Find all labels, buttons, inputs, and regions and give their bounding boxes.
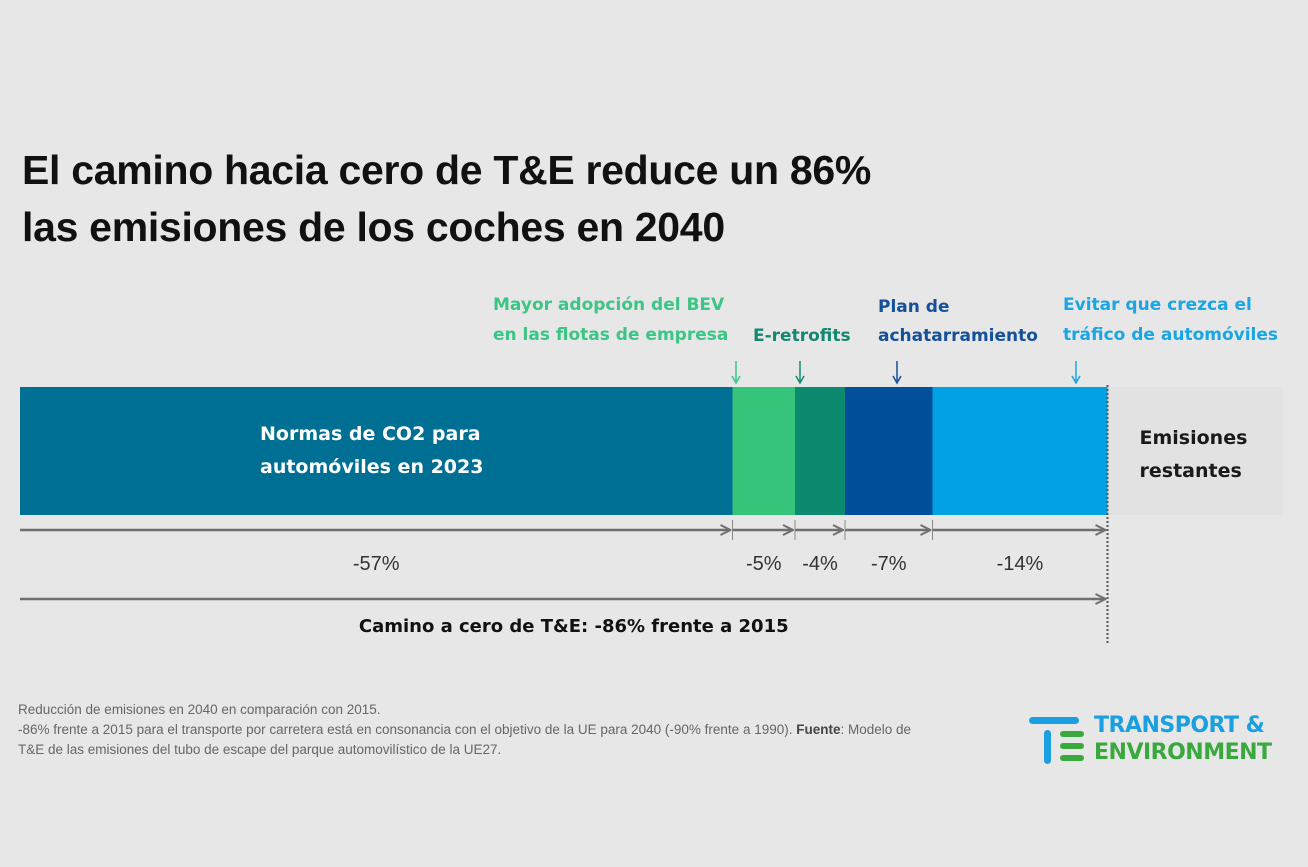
segment-label-line: Evitar que crezca el bbox=[1063, 295, 1252, 315]
percent-label-co2: -57% bbox=[353, 553, 400, 575]
segment-label-line: tráfico de automóviles bbox=[1063, 325, 1278, 345]
footnote-source-label: Fuente bbox=[796, 722, 841, 737]
te-logo-icon bbox=[1029, 717, 1084, 764]
remaining-emissions-bar bbox=[1107, 387, 1283, 515]
pointer-arrowhead-scrap bbox=[892, 375, 902, 385]
chart-footnote: Reducción de emisiones en 2040 en compar… bbox=[18, 700, 938, 760]
segment-label-line: en las flotas de empresa bbox=[493, 325, 728, 345]
chart-title: El camino hacia cero de T&E reduce un 86… bbox=[22, 142, 871, 256]
bar-segment-retro bbox=[795, 387, 845, 515]
segment-label-traffic: Evitar que crezca el tráfico de automóvil… bbox=[1063, 295, 1278, 345]
waterfall-bar-chart: Emisiones restantes Normas de CO2 para aut… bbox=[20, 295, 1283, 645]
pointer-arrowhead-bev bbox=[731, 375, 741, 385]
remaining-label-line: restantes bbox=[1140, 460, 1242, 482]
segment-label-line: achatarramiento bbox=[878, 326, 1038, 346]
logo-wordmark: TRANSPORT & ENVIRONMENT bbox=[1094, 712, 1272, 766]
chart-title-line2: las emisiones de los coches en 2040 bbox=[22, 204, 725, 250]
bar-segment-scrap bbox=[845, 387, 933, 515]
segment-label-line: Mayor adopción del BEV bbox=[493, 295, 725, 315]
bar-segment-co2 bbox=[20, 387, 733, 515]
segment-label-co2: Normas de CO2 para automóviles en 2023 bbox=[260, 423, 483, 478]
footnote-text: -86% frente a 2015 para el transporte po… bbox=[18, 722, 793, 737]
footnote-line2: -86% frente a 2015 para el transporte po… bbox=[18, 720, 938, 760]
segment-label-line: Normas de CO2 para bbox=[260, 423, 481, 445]
logo-line2: ENVIRONMENT bbox=[1094, 740, 1272, 765]
remaining-emissions-label: Emisiones restantes bbox=[1140, 427, 1248, 482]
pointer-arrowhead-retro bbox=[795, 375, 805, 385]
remaining-label-line: Emisiones bbox=[1140, 427, 1248, 449]
pointer-arrowhead-traffic bbox=[1071, 375, 1081, 385]
total-label: Camino a cero de T&E: -86% frente a 2015 bbox=[359, 616, 789, 637]
percent-label-retro: -4% bbox=[802, 553, 838, 575]
segment-label-line: automóviles en 2023 bbox=[260, 456, 483, 478]
segment-label-line: Plan de bbox=[878, 297, 949, 317]
percent-label-scrap: -7% bbox=[871, 553, 907, 575]
transport-environment-logo: TRANSPORT & ENVIRONMENT bbox=[1028, 712, 1288, 768]
footnote-line1: Reducción de emisiones en 2040 en compar… bbox=[18, 702, 381, 717]
bar-segment-traffic bbox=[932, 387, 1108, 515]
segment-label-line: E-retrofits bbox=[753, 326, 851, 346]
chart-title-line1: El camino hacia cero de T&E reduce un 86… bbox=[22, 147, 872, 193]
logo-line1: TRANSPORT & bbox=[1094, 713, 1265, 738]
bar-segment-bev bbox=[732, 387, 795, 515]
footnote-source-text: : Modelo de T&E de las emisiones del tub… bbox=[18, 722, 912, 757]
segment-label-bev: Mayor adopción del BEV en las flotas de e… bbox=[493, 295, 728, 345]
segment-label-scrap: Plan de achatarramiento bbox=[878, 297, 1038, 346]
segment-label-retro: E-retrofits bbox=[753, 326, 851, 346]
percent-label-bev: -5% bbox=[746, 553, 782, 575]
percent-label-traffic: -14% bbox=[997, 553, 1044, 575]
